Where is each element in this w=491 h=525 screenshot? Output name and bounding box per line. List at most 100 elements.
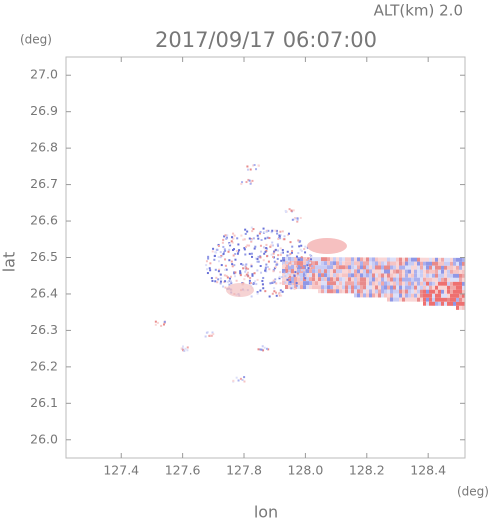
echo <box>224 280 227 283</box>
echo <box>420 285 423 290</box>
echo <box>279 289 282 292</box>
echo <box>420 273 423 278</box>
echo <box>456 281 459 286</box>
echo <box>453 281 456 286</box>
echo <box>284 210 287 213</box>
echo <box>281 230 284 233</box>
echo <box>286 233 289 236</box>
echo <box>369 273 372 278</box>
echo <box>354 285 357 290</box>
echo <box>390 257 393 262</box>
echo <box>154 323 157 326</box>
echo <box>288 278 291 281</box>
echo <box>271 292 274 295</box>
echo <box>435 297 438 302</box>
echo <box>225 268 228 271</box>
echo <box>318 277 321 282</box>
echo <box>236 252 239 255</box>
echo <box>360 281 363 286</box>
echo <box>435 261 438 266</box>
echo <box>351 269 354 274</box>
echo <box>378 289 381 294</box>
echo <box>211 279 214 282</box>
echo <box>276 232 279 235</box>
echo <box>330 257 333 262</box>
echo <box>321 269 324 274</box>
echo <box>321 285 324 290</box>
echo <box>381 293 384 298</box>
echo <box>277 237 280 240</box>
echo <box>246 230 249 233</box>
echo <box>230 282 233 285</box>
echo <box>429 301 432 306</box>
echo <box>402 265 405 270</box>
echo <box>306 261 309 266</box>
echo <box>345 265 348 270</box>
echo <box>402 289 405 294</box>
echo <box>286 278 289 281</box>
echo <box>408 257 411 262</box>
echo <box>432 261 435 266</box>
echo <box>296 272 299 275</box>
echo <box>459 301 462 306</box>
echo <box>378 285 381 290</box>
echo <box>333 261 336 266</box>
echo <box>399 277 402 282</box>
echo <box>204 335 207 338</box>
echo <box>444 265 447 270</box>
echo <box>399 297 402 302</box>
echo <box>384 293 387 298</box>
echo <box>283 269 286 272</box>
echo <box>324 265 327 270</box>
y-tick-label: 26.0 <box>30 431 58 446</box>
echo <box>366 293 369 298</box>
echo <box>459 257 462 262</box>
echo <box>366 269 369 274</box>
echo <box>354 265 357 270</box>
echo <box>315 261 318 266</box>
echo <box>211 331 214 334</box>
echo <box>459 273 462 278</box>
echo <box>273 267 276 270</box>
echo <box>405 293 408 298</box>
echo <box>387 293 390 298</box>
echo <box>339 277 342 282</box>
echo <box>393 265 396 270</box>
radar-field <box>154 164 465 383</box>
echo <box>250 181 253 184</box>
echo <box>438 273 441 278</box>
echo <box>384 269 387 274</box>
echo <box>300 257 303 262</box>
echo <box>414 285 417 290</box>
echo <box>256 234 259 237</box>
echo <box>244 264 247 267</box>
echo <box>291 258 294 261</box>
echo <box>372 273 375 278</box>
echo <box>429 293 432 298</box>
echo <box>324 285 327 290</box>
echo <box>456 269 459 274</box>
echo <box>307 238 347 254</box>
echo <box>327 261 330 266</box>
echo <box>300 261 303 266</box>
echo <box>351 277 354 282</box>
echo <box>283 235 286 238</box>
echo <box>423 273 426 278</box>
echo <box>265 243 268 246</box>
echo <box>405 273 408 278</box>
echo <box>447 301 450 306</box>
plot-frame <box>65 56 466 459</box>
echo <box>399 269 402 274</box>
echo <box>384 277 387 282</box>
echo <box>432 281 435 286</box>
echo <box>390 297 393 302</box>
echo <box>402 293 405 298</box>
echo <box>250 226 253 229</box>
echo <box>306 265 309 270</box>
echo <box>156 321 159 324</box>
echo <box>345 261 348 266</box>
echo <box>315 281 318 286</box>
echo <box>300 273 303 278</box>
echo <box>441 273 444 278</box>
echo <box>297 273 300 278</box>
